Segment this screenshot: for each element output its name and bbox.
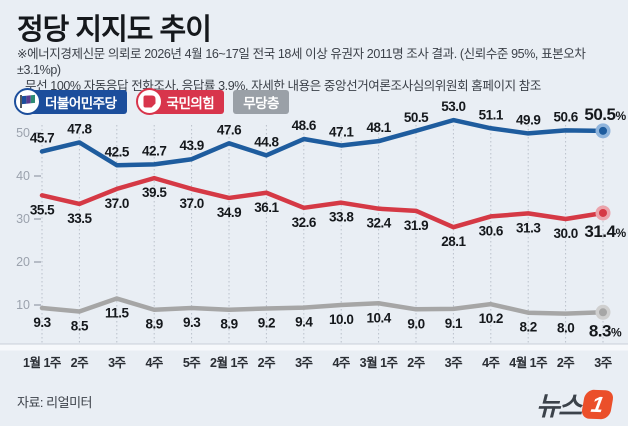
series-line xyxy=(39,175,606,230)
ppp-symbol-icon xyxy=(135,88,163,115)
series-line xyxy=(39,296,606,316)
news1-logo-text: 뉴스 xyxy=(536,391,582,421)
y-axis-tick-label: 30 xyxy=(16,212,30,226)
legend-item-minjoo: 더불어민주당 xyxy=(14,88,127,115)
value-label: 10.2 xyxy=(479,311,503,326)
value-label: 50.6 xyxy=(553,109,578,124)
x-axis-tick-label: 4월 1주 xyxy=(509,355,548,370)
value-label: 37.0 xyxy=(179,196,203,211)
page-title: 정당 지지도 추이 xyxy=(17,14,212,46)
y-axis-tick-label: 50 xyxy=(16,126,30,140)
x-axis-tick-label: 3주 xyxy=(594,356,612,370)
value-label: 33.5 xyxy=(67,211,92,226)
value-label: 28.1 xyxy=(441,234,466,249)
value-label: 45.7 xyxy=(30,130,54,145)
value-label: 50.5 xyxy=(404,110,429,125)
legend: 더불어민주당 국민의힘 무당층 xyxy=(14,88,289,115)
legend-item-nonpartisan: 무당층 xyxy=(233,89,289,114)
value-label: 9.2 xyxy=(258,315,275,330)
value-label: 9.3 xyxy=(33,315,51,330)
legend-label-nonpartisan: 무당층 xyxy=(233,89,289,114)
value-label: 30.0 xyxy=(553,226,577,241)
minjoo-flag-icon xyxy=(14,88,41,115)
value-label: 48.1 xyxy=(366,120,391,135)
x-axis-tick-label: 4주 xyxy=(332,356,350,370)
value-label: 42.5 xyxy=(105,144,130,159)
value-label: 32.6 xyxy=(292,215,317,230)
x-axis-tick-label: 2주 xyxy=(557,356,575,370)
value-label: 48.6 xyxy=(292,118,317,133)
value-label: 8.0 xyxy=(557,321,574,336)
value-label: 9.3 xyxy=(183,315,201,330)
x-axis-tick-label: 2주 xyxy=(258,356,276,370)
legend-label-minjoo: 더불어민주당 xyxy=(27,89,127,114)
series-end-dot xyxy=(599,126,607,135)
value-label: 8.2 xyxy=(520,320,537,335)
value-label: 31.9 xyxy=(404,218,428,233)
value-label: 47.1 xyxy=(329,124,354,139)
value-label: 32.4 xyxy=(366,216,391,231)
news1-logo-badge-icon: 1 xyxy=(580,389,615,420)
value-label: 47.8 xyxy=(67,121,92,136)
x-axis-tick-label: 4주 xyxy=(145,356,163,370)
value-label: 8.5 xyxy=(71,318,89,333)
value-label: 8.9 xyxy=(220,317,237,332)
value-label: 39.5 xyxy=(142,185,167,200)
value-label: 35.5 xyxy=(30,202,55,217)
value-label: 51.1 xyxy=(479,107,504,122)
value-label: 43.9 xyxy=(179,138,203,153)
value-label: 30.6 xyxy=(479,223,504,238)
legend-item-ppp: 국민의힘 xyxy=(135,88,225,115)
value-label: 47.6 xyxy=(217,122,242,137)
value-label: 8.3% xyxy=(589,321,622,340)
value-label: 44.8 xyxy=(254,134,279,149)
survey-note-line1: ※에너지경제신문 의뢰로 2026년 4월 16~17일 전국 18세 이상 유… xyxy=(17,47,586,77)
x-axis-tick-label: 2주 xyxy=(407,356,425,370)
value-label: 31.4% xyxy=(584,222,626,241)
x-axis-tick-label: 4주 xyxy=(482,356,500,370)
value-label: 34.9 xyxy=(217,205,241,220)
plot-baseline-band xyxy=(0,344,628,351)
value-label: 10.4 xyxy=(366,310,391,325)
value-label: 9.1 xyxy=(445,316,463,331)
value-label: 11.5 xyxy=(105,306,130,321)
x-axis-tick-label: 2주 xyxy=(71,356,89,370)
x-axis-tick-label: 1월 1주 xyxy=(23,355,62,370)
x-axis-tick-label: 3주 xyxy=(108,356,126,370)
value-label: 9.4 xyxy=(295,315,313,330)
x-axis-tick-label: 3주 xyxy=(445,356,463,370)
value-label: 49.9 xyxy=(516,112,540,127)
value-label: 42.7 xyxy=(142,143,166,158)
x-axis-tick-label: 5주 xyxy=(183,356,201,370)
source-credit: 자료: 리얼미터 xyxy=(17,395,92,410)
x-axis-tick-label: 3월 1주 xyxy=(360,355,399,370)
series-end-dot xyxy=(599,208,607,217)
x-axis-tick-label: 2월 1주 xyxy=(210,355,249,370)
y-axis-tick-label: 10 xyxy=(16,298,30,312)
value-label: 9.0 xyxy=(407,316,424,331)
trend-line-chart: 10 20 30 40 50 1월 1주 2주 3주 4주 5주 2월 1주 2주 3주 4주 3월 1주 2… xyxy=(0,99,628,370)
series-end-dot xyxy=(599,308,607,317)
value-label: 53.0 xyxy=(441,99,465,114)
y-axis-tick-label: 20 xyxy=(16,255,30,269)
value-label: 37.0 xyxy=(105,196,129,211)
x-axis-tick-label: 3주 xyxy=(295,356,313,370)
value-label: 31.3 xyxy=(516,220,541,235)
survey-note: ※에너지경제신문 의뢰로 2026년 4월 16~17일 전국 18세 이상 유… xyxy=(17,46,617,94)
value-label: 8.9 xyxy=(146,317,163,332)
series-line xyxy=(39,117,606,168)
value-label: 10.0 xyxy=(329,312,353,327)
news1-logo: 뉴스 1 xyxy=(536,386,615,423)
y-axis-tick-label: 40 xyxy=(16,169,30,183)
value-label: 36.1 xyxy=(254,200,279,215)
value-label: 50.5% xyxy=(584,105,626,124)
value-label: 33.8 xyxy=(329,210,354,225)
